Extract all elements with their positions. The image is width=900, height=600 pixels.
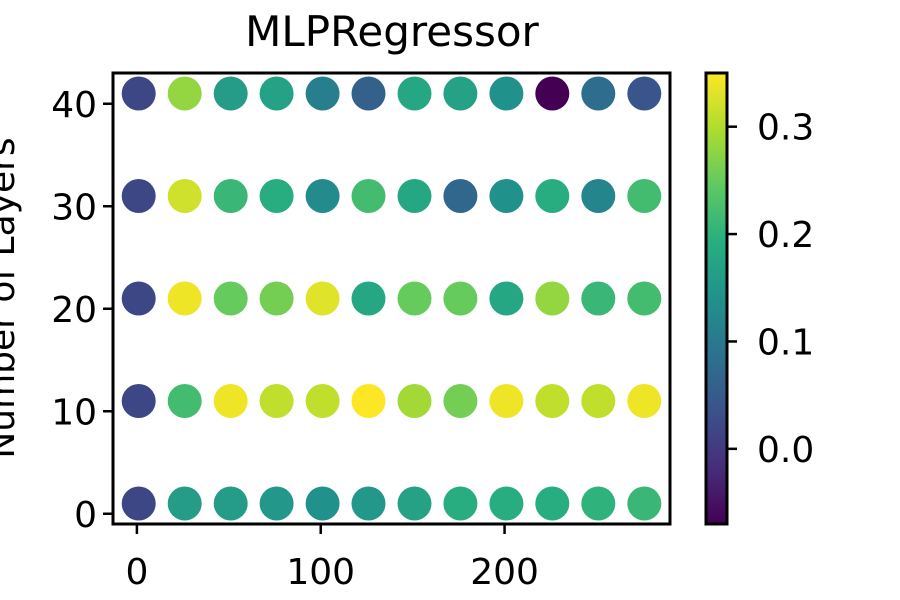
scatter-point: [535, 486, 570, 521]
scatter-point: [397, 486, 432, 521]
x-axis-ticks: 0 100 200: [125, 524, 539, 593]
scatter-point: [167, 281, 202, 316]
scatter-point: [167, 384, 202, 418]
scatter-point: [627, 384, 662, 418]
colorbar-tick-label: 0.0: [757, 430, 814, 471]
scatter-point: [305, 179, 340, 213]
scatter-point: [443, 384, 478, 418]
y-tick-label: 40: [51, 85, 97, 126]
scatter-point: [351, 76, 386, 111]
scatter-point: [489, 486, 524, 521]
y-axis-label: Number of Layers: [0, 137, 23, 458]
scatter-point: [305, 384, 340, 418]
scatter-point: [121, 384, 156, 418]
colorbar-gradient: [706, 73, 727, 524]
scatter-point: [305, 486, 340, 521]
scatter-point: [397, 281, 432, 316]
scatter-point: [351, 179, 386, 213]
scatter-point: [351, 384, 386, 418]
scatter-point: [627, 281, 662, 316]
scatter-point: [397, 384, 432, 418]
scatter-point: [305, 76, 340, 111]
scatter-point: [213, 486, 248, 521]
y-tick-label: 30: [51, 187, 97, 228]
scatter-point: [535, 76, 570, 111]
scatter-point: [121, 281, 156, 316]
scatter-point: [351, 486, 386, 521]
scatter-point: [581, 281, 616, 316]
scatter-point: [581, 76, 616, 111]
colorbar-tick-label: 0.3: [757, 108, 814, 149]
colorbar-tick-label: 0.1: [757, 322, 814, 363]
scatter-point: [213, 281, 248, 316]
colorbar-frame: [704, 71, 729, 526]
scatter-point: [351, 281, 386, 316]
scatter-point: [535, 384, 570, 418]
scatter-point: [489, 384, 524, 418]
scatter-point: [259, 384, 294, 418]
scatter-points: [121, 76, 662, 521]
scatter-point: [397, 76, 432, 111]
scatter-point: [259, 281, 294, 316]
y-tick-label: 20: [51, 290, 97, 331]
scatter-point: [167, 76, 202, 111]
scatter-point: [167, 486, 202, 521]
scatter-point: [627, 486, 662, 521]
colorbar-tick-label: 0.2: [757, 215, 814, 256]
scatter-point: [121, 486, 156, 521]
colorbar-ticks: 0.0 0.1 0.2 0.3: [727, 108, 814, 471]
scatter-point: [443, 76, 478, 111]
scatter-point: [535, 281, 570, 316]
scatter-point: [213, 384, 248, 418]
scatter-point: [489, 179, 524, 213]
scatter-point: [305, 281, 340, 316]
scatter-point: [489, 76, 524, 111]
scatter-point: [213, 179, 248, 213]
x-tick-label: 0: [125, 552, 148, 593]
scatter-point: [443, 179, 478, 213]
plot-frame: [111, 71, 672, 526]
scatter-point: [121, 179, 156, 213]
y-tick-label: 0: [74, 495, 97, 536]
scatter-point: [259, 76, 294, 111]
y-axis-ticks: 0 10 20 30 40: [51, 85, 113, 536]
chart-title: MLPRegressor: [245, 7, 539, 56]
y-tick-label: 10: [51, 392, 97, 433]
scatter-point: [581, 486, 616, 521]
x-tick-label: 200: [470, 552, 539, 593]
scatter-point: [443, 486, 478, 521]
ylabel-group: Number of Layers: [0, 137, 23, 458]
scatter-point: [535, 179, 570, 213]
scatter-point: [167, 179, 202, 213]
scatter-point: [259, 179, 294, 213]
scatter-point: [489, 281, 524, 316]
scatter-point: [581, 179, 616, 213]
scatter-point: [627, 179, 662, 213]
scatter-point: [259, 486, 294, 521]
scatter-point: [581, 384, 616, 418]
scatter-point: [213, 76, 248, 111]
scatter-point: [443, 281, 478, 316]
scatter-point: [627, 76, 662, 111]
scatter-point: [121, 76, 156, 111]
x-tick-label: 100: [286, 552, 355, 593]
scatter-point: [397, 179, 432, 213]
